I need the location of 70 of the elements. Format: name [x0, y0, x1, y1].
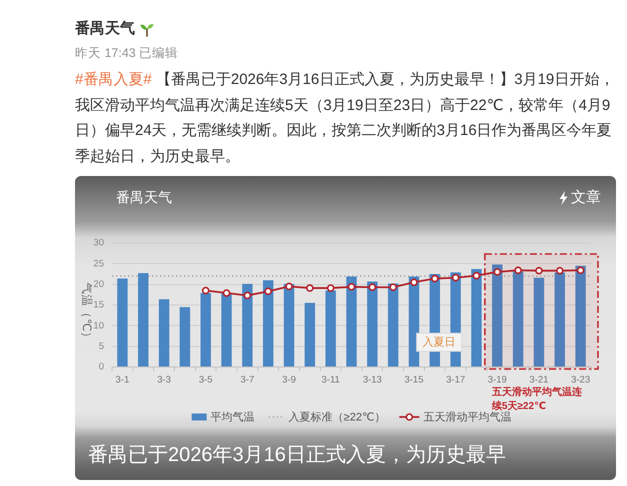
bar	[471, 269, 482, 366]
point	[222, 289, 230, 297]
bar	[158, 299, 170, 366]
text: 番禺天气	[116, 188, 172, 206]
x-tick-label: 3-1	[116, 374, 130, 386]
bar	[325, 290, 336, 366]
point	[493, 268, 502, 276]
x-tick-label: 3-19	[488, 374, 507, 386]
y-tick-label: 25	[93, 258, 104, 270]
point	[326, 284, 334, 292]
bar	[367, 281, 378, 366]
bar	[242, 284, 253, 366]
x-tick-label: 3-13	[362, 374, 382, 386]
x-tick-label: 3-7	[240, 374, 254, 386]
point	[556, 266, 564, 274]
text: 昨天 17:43 已编辑	[75, 45, 178, 61]
point	[452, 274, 460, 282]
x-tick-label: 3-23	[571, 374, 590, 386]
bar	[512, 272, 524, 366]
x-tick-label: 3-21	[529, 374, 548, 386]
bar	[200, 293, 211, 366]
y-tick-label: 30	[93, 238, 104, 249]
x-tick-label: 3-9	[282, 374, 296, 386]
text: 文章	[571, 188, 601, 207]
point	[306, 284, 314, 292]
legend-label: 五天滑动平均气温	[423, 412, 512, 424]
legend-label: 入夏标准（≥22℃）	[288, 410, 386, 424]
point	[431, 274, 439, 282]
point	[472, 272, 480, 280]
bar	[492, 264, 502, 366]
y-tick-label: 5	[98, 340, 104, 352]
point	[202, 286, 210, 294]
text: 番禺天气	[75, 19, 135, 39]
bar	[117, 278, 128, 366]
point	[535, 266, 543, 274]
point	[389, 283, 397, 292]
bar	[138, 273, 148, 366]
annotation: 入夏日	[422, 336, 456, 349]
bar	[180, 307, 190, 366]
point	[576, 266, 584, 274]
x-tick-label: 3-11	[322, 374, 340, 386]
bar	[346, 276, 357, 366]
point	[244, 292, 252, 300]
chart-subtitle: #番禺入夏# 【番禺已于2026年3月16日正式入夏，为历史最早！】3月19日开始，我区滑动平均气温再次满足连续5天（3月19日至23日）高于22℃，较常年（4月9日）偏早24天，无需继续判断。因此，按第二次判断的3月16日作为番禺区今年夏季起始日，为历史最早。	[75, 71, 614, 164]
point	[264, 288, 272, 296]
point	[410, 278, 418, 286]
y-tick-label: 10	[93, 320, 104, 332]
bar	[534, 278, 544, 366]
point	[368, 283, 376, 292]
y-tick-label: 20	[93, 278, 104, 290]
bar	[284, 284, 294, 366]
x-tick-label: 3-5	[198, 374, 213, 386]
band-label: 五天滑动平均气温连续5天≥22℃	[490, 386, 583, 412]
x-tick-label: 3-15	[404, 374, 424, 386]
x-tick-label: 3-3	[157, 374, 171, 386]
bar	[304, 302, 316, 366]
point	[514, 266, 522, 274]
y-tick-label: 15	[93, 300, 104, 311]
bar	[388, 284, 398, 366]
y-axis-title: 气温（℃）	[80, 282, 93, 344]
y-tick-label: 0	[98, 362, 104, 373]
text: 番禺已于2026年3月16日正式入夏，为历史最早	[88, 443, 506, 468]
bar	[221, 293, 232, 366]
point	[285, 282, 293, 290]
bar	[262, 280, 274, 366]
point	[348, 283, 356, 291]
x-tick-label: 3-17	[446, 374, 466, 386]
bar	[554, 272, 565, 366]
legend-label: 平均气温	[210, 412, 255, 424]
bar	[575, 266, 586, 366]
